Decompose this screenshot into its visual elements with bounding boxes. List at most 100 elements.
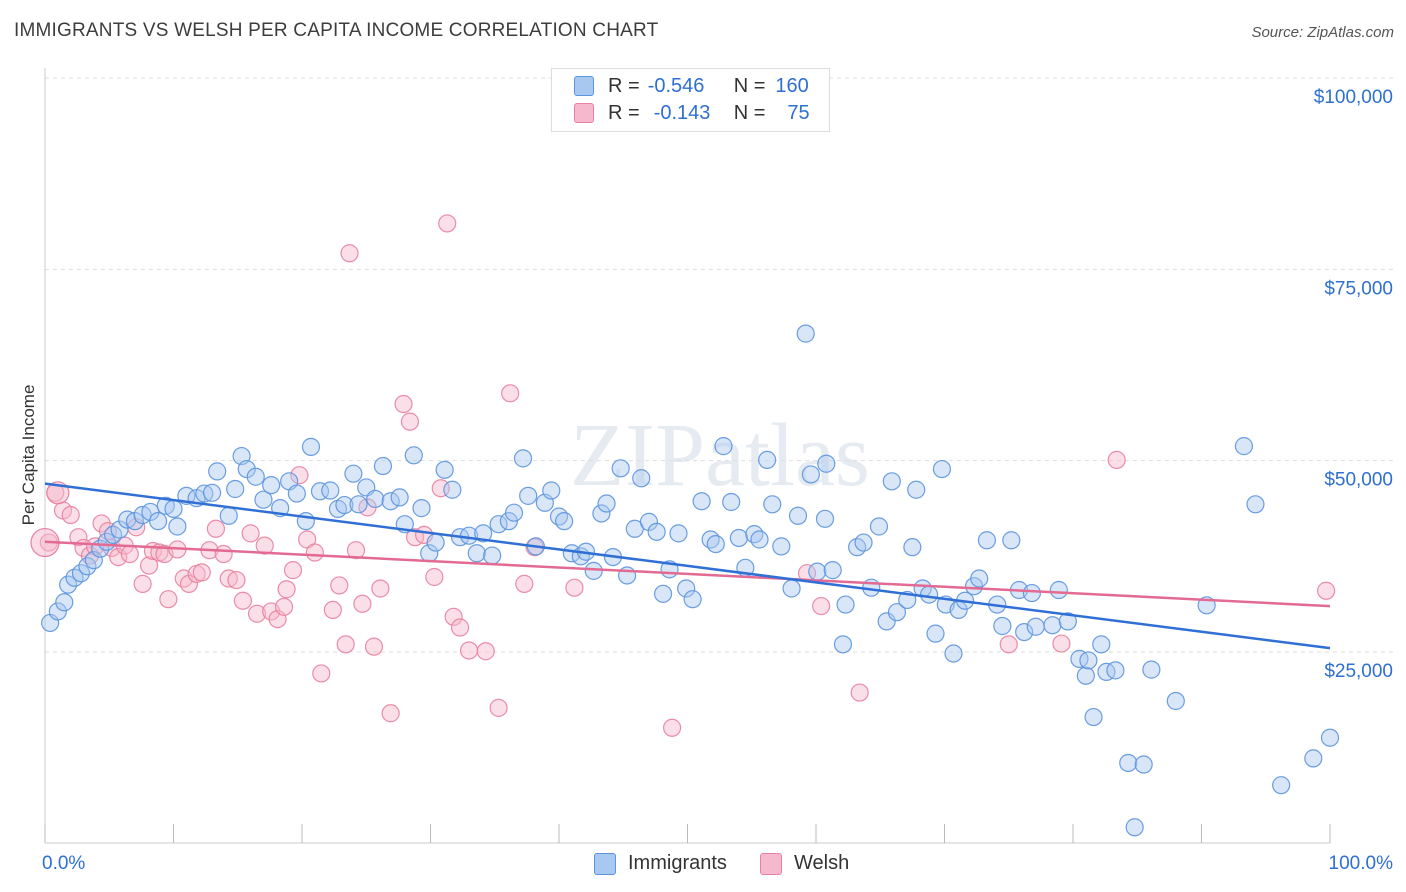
immigrants-swatch xyxy=(594,852,616,875)
welsh-point xyxy=(850,683,869,702)
immigrant-point xyxy=(639,512,659,531)
welsh-point xyxy=(61,505,80,525)
immigrant-point xyxy=(344,464,363,483)
legend-label: Immigrants xyxy=(628,852,727,874)
y-tick-label: $100,000 xyxy=(1314,87,1393,108)
immigrant-point xyxy=(1142,660,1161,679)
immigrant-point xyxy=(1246,495,1265,514)
welsh-point xyxy=(812,596,831,616)
welsh-point xyxy=(206,519,226,538)
y-tick-label: $50,000 xyxy=(1324,470,1393,491)
welsh-point xyxy=(476,642,495,661)
immigrant-point xyxy=(390,488,409,507)
immigrant-point xyxy=(71,564,91,583)
welsh-point xyxy=(255,536,274,555)
welsh-points xyxy=(30,214,1336,737)
welsh-point xyxy=(346,541,366,560)
immigrant-point xyxy=(65,568,84,587)
immigrant-point xyxy=(1043,616,1062,635)
immigrant-point xyxy=(141,502,160,522)
immigrant-point xyxy=(758,450,777,470)
immigrant-point xyxy=(750,530,769,549)
immigrant-point xyxy=(542,481,561,500)
legend-item-immigrants[interactable]: Immigrants xyxy=(594,852,727,875)
immigrant-point xyxy=(1076,666,1095,685)
immigrant-point xyxy=(932,459,952,479)
immigrant-point xyxy=(404,446,423,465)
x-tick-label: 0.0% xyxy=(42,853,85,874)
welsh-point xyxy=(364,637,384,656)
immigrant-point xyxy=(246,467,265,486)
immigrant-point xyxy=(1015,623,1034,642)
source-label: Source: ZipAtlas.com xyxy=(1251,24,1394,41)
r-value: -0.546 xyxy=(647,74,705,97)
immigrant-point xyxy=(788,506,808,525)
immigrant-point xyxy=(944,644,963,663)
immigrant-point xyxy=(592,504,611,523)
legend-row-immigrants: R = -0.546 N = 160 xyxy=(574,73,809,99)
immigrant-point xyxy=(164,499,183,518)
immigrant-point xyxy=(1079,651,1098,670)
immigrants-swatch xyxy=(574,76,594,96)
watermark: ZIPatlas xyxy=(570,406,870,505)
n-label: N = xyxy=(733,101,766,124)
r-label: R = xyxy=(608,74,640,97)
immigrant-point xyxy=(504,503,524,522)
welsh-point xyxy=(1052,634,1071,653)
welsh-point xyxy=(227,570,246,590)
immigrant-point xyxy=(970,569,989,588)
welsh-point xyxy=(277,580,296,599)
immigrant-point xyxy=(443,480,462,499)
immigrant-point xyxy=(226,479,245,499)
welsh-point xyxy=(305,543,324,562)
y-tick-label: $25,000 xyxy=(1324,661,1393,682)
immigrant-point xyxy=(763,495,782,514)
immigrant-point xyxy=(1070,649,1089,668)
welsh-point xyxy=(381,704,400,723)
y-axis-label: Per Capita Income xyxy=(19,385,38,526)
immigrant-point xyxy=(208,462,227,481)
immigrant-point xyxy=(1106,661,1125,680)
welsh-point xyxy=(120,544,139,564)
welsh-point xyxy=(400,412,420,431)
immigrant-point xyxy=(48,602,67,621)
welsh-trend-line xyxy=(44,540,1331,608)
immigrant-point xyxy=(483,546,502,565)
immigrant-point xyxy=(817,454,836,473)
welsh-point xyxy=(394,394,413,414)
immigrant-point xyxy=(877,612,896,631)
welsh-point xyxy=(662,718,682,737)
immigrant-point xyxy=(977,531,997,550)
immigrant-point xyxy=(1134,755,1153,774)
immigrants-trend-line xyxy=(44,482,1331,650)
welsh-point xyxy=(1317,581,1336,600)
immigrant-point xyxy=(513,449,533,468)
immigrant-point xyxy=(310,482,330,501)
welsh-point xyxy=(214,544,233,564)
immigrant-point xyxy=(706,534,725,554)
immigrant-point xyxy=(474,524,493,543)
immigrant-point xyxy=(1002,531,1021,550)
immigrant-point xyxy=(801,465,820,484)
immigrant-point xyxy=(301,437,321,456)
immigrant-point xyxy=(1022,583,1041,603)
immigrants-points xyxy=(41,324,1340,837)
welsh-point xyxy=(179,574,199,593)
immigrant-point xyxy=(55,593,74,612)
welsh-point xyxy=(330,576,349,595)
immigrant-point xyxy=(714,437,733,456)
welsh-swatch xyxy=(574,103,594,123)
immigrant-point xyxy=(597,494,616,513)
immigrant-point xyxy=(926,624,945,643)
immigrant-point xyxy=(919,585,939,604)
legend-item-welsh[interactable]: Welsh xyxy=(760,852,849,875)
n-label: N = xyxy=(733,74,766,97)
welsh-point xyxy=(274,597,294,616)
immigrant-point xyxy=(722,492,741,512)
welsh-point xyxy=(336,635,355,654)
welsh-point xyxy=(312,664,331,683)
immigrant-point xyxy=(381,492,400,511)
welsh-point xyxy=(323,600,342,620)
immigrant-point xyxy=(907,480,926,499)
immigrant-point xyxy=(148,512,168,531)
